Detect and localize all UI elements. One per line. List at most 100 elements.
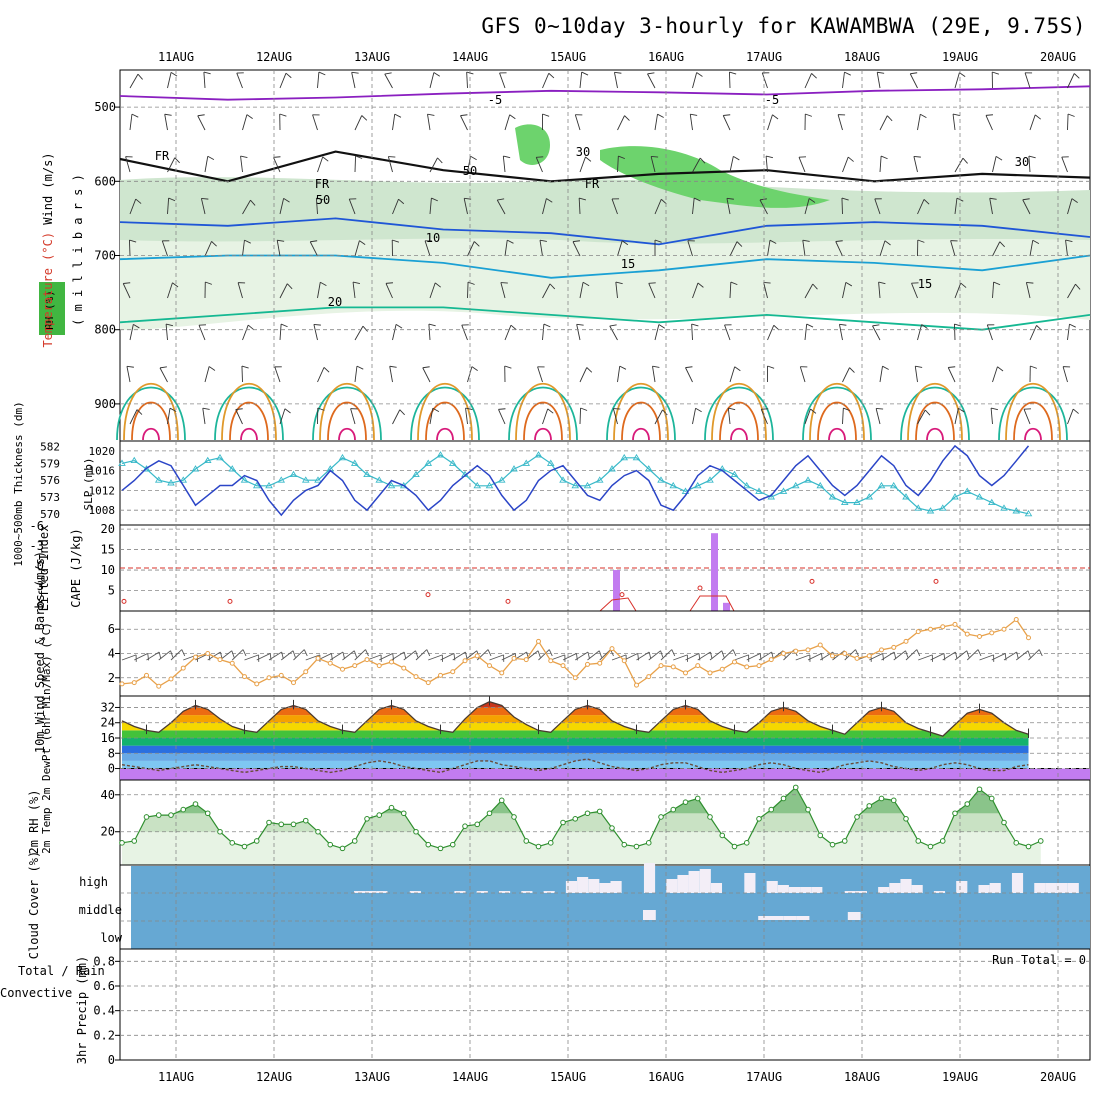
wind-barb: [647, 73, 656, 89]
rh2m-point: [204, 810, 211, 817]
wind-barb: [274, 366, 281, 383]
wind-barb: [989, 198, 993, 215]
wind-barb-10m: [844, 649, 856, 661]
high-cloud-cell: [1056, 883, 1068, 893]
ylabel-wind: Wind (m/s): [41, 152, 55, 231]
middle-cloud-cell: [771, 916, 784, 920]
thickness-point: [755, 487, 763, 494]
cape-panel: 5 10 15 20 -6 -3 0 3 6 Lifted Index CAPE (J/kg): [30, 519, 1091, 613]
y-tick-label: 4: [108, 647, 115, 661]
y-tick-label: 40: [101, 788, 115, 802]
thickness-point: [644, 465, 653, 472]
thickness-point: [350, 459, 359, 466]
wind-barb-flag: [356, 365, 364, 370]
wind-barb: [467, 241, 475, 257]
isotherm-loop: [1024, 427, 1042, 441]
rh2m-point: [437, 845, 444, 852]
wind-speed-point: [254, 681, 260, 687]
wind-barb: [537, 366, 543, 383]
wind-speed-point: [805, 647, 811, 653]
wind-barb: [535, 157, 543, 173]
ylabel-temperature: Temperature: [41, 268, 55, 347]
high-cloud-cell: [766, 881, 778, 893]
rh2m-point: [1013, 840, 1020, 846]
wind-barb-flag: [844, 71, 851, 76]
wind-barb-flag: [172, 282, 179, 288]
wind-speed-point: [156, 683, 162, 689]
wind-barb-flag: [392, 239, 400, 243]
y-tick-label: 0: [108, 762, 115, 776]
wind-speed-point: [364, 657, 370, 663]
wind-barb: [392, 324, 397, 341]
wind-barb: [579, 407, 582, 425]
wind-barb-10m-flag: [977, 649, 982, 657]
rh-saturated-patch: [600, 146, 830, 208]
wind-speed-point: [523, 657, 529, 663]
wind-barb-flag: [880, 155, 888, 160]
wind-barb: [729, 281, 732, 299]
high-cloud-cell: [878, 887, 890, 893]
thickness-point: [522, 459, 531, 466]
rh2m-point: [1037, 838, 1044, 844]
isotherm-loop: [327, 401, 367, 441]
rh2m-point: [535, 843, 542, 850]
rh2m-point: [143, 814, 150, 820]
rh2m-point: [511, 814, 517, 820]
precip-legend-total: Total / Rain: [18, 964, 105, 978]
rh2m-point: [327, 841, 334, 848]
rh2m-point: [964, 801, 971, 807]
wind-barb-flag: [460, 114, 468, 117]
thickness-point: [693, 481, 702, 489]
high-cloud-cell: [599, 883, 611, 893]
wind-barb: [198, 324, 206, 341]
wind-barb-flag: [428, 323, 436, 327]
wind-barb: [504, 114, 511, 131]
wind-speed-point: [168, 676, 174, 682]
wind-barb-flag: [310, 240, 318, 243]
y-tick-label: 900: [94, 397, 116, 411]
wind-barb-flag: [992, 71, 1000, 75]
rh-moist-layer-2: [120, 177, 1090, 244]
wind-barb-flag: [280, 323, 288, 328]
wind-barb-flag: [654, 239, 662, 243]
rh2m-point: [670, 806, 677, 813]
rh2m-point: [1001, 819, 1007, 826]
wind-barb: [354, 155, 357, 173]
wind-barb-flag: [355, 155, 363, 159]
wind-speed-point: [891, 644, 897, 650]
rh2m-point: [915, 838, 922, 844]
wind-speed-point: [548, 658, 554, 664]
rh2m-point: [682, 799, 689, 805]
wind-barb: [954, 72, 960, 89]
wind-barb: [279, 324, 282, 341]
thickness-point: [510, 465, 518, 472]
wind-barb: [317, 367, 325, 383]
wind-barb: [917, 114, 921, 131]
wind-barb: [763, 282, 768, 299]
wind-barb: [129, 324, 134, 341]
wind-barb: [909, 73, 918, 89]
wind-barb-10m: [550, 654, 565, 661]
wind-barb: [498, 409, 506, 425]
thickness-point: [828, 493, 837, 500]
wind-barb-flag: [802, 239, 810, 242]
wind-barb: [429, 72, 435, 89]
thickness-tick-label: 576: [40, 474, 60, 487]
contour-label: FR: [155, 149, 170, 163]
wind-barb-flag: [690, 113, 698, 116]
slp-tick-label: 1008: [89, 504, 116, 517]
wind-barb-10m: [244, 654, 259, 661]
wind-barb-10m: [881, 651, 895, 661]
wind-barb: [572, 241, 581, 257]
wind-barb-10m: [562, 653, 577, 661]
high-cloud-cell: [677, 875, 689, 893]
wind-barb: [242, 324, 249, 341]
high-cloud-cell: [911, 885, 923, 893]
wind-barb-flag: [1072, 408, 1079, 414]
wind-barb-10m: [489, 654, 504, 661]
rh2m-point: [584, 810, 591, 817]
date-label-bottom: 11AUG: [158, 1070, 194, 1084]
high-cloud-cell: [1045, 883, 1057, 893]
isotherm-FR: [119, 150, 1091, 183]
wind-speed-point: [487, 663, 492, 669]
